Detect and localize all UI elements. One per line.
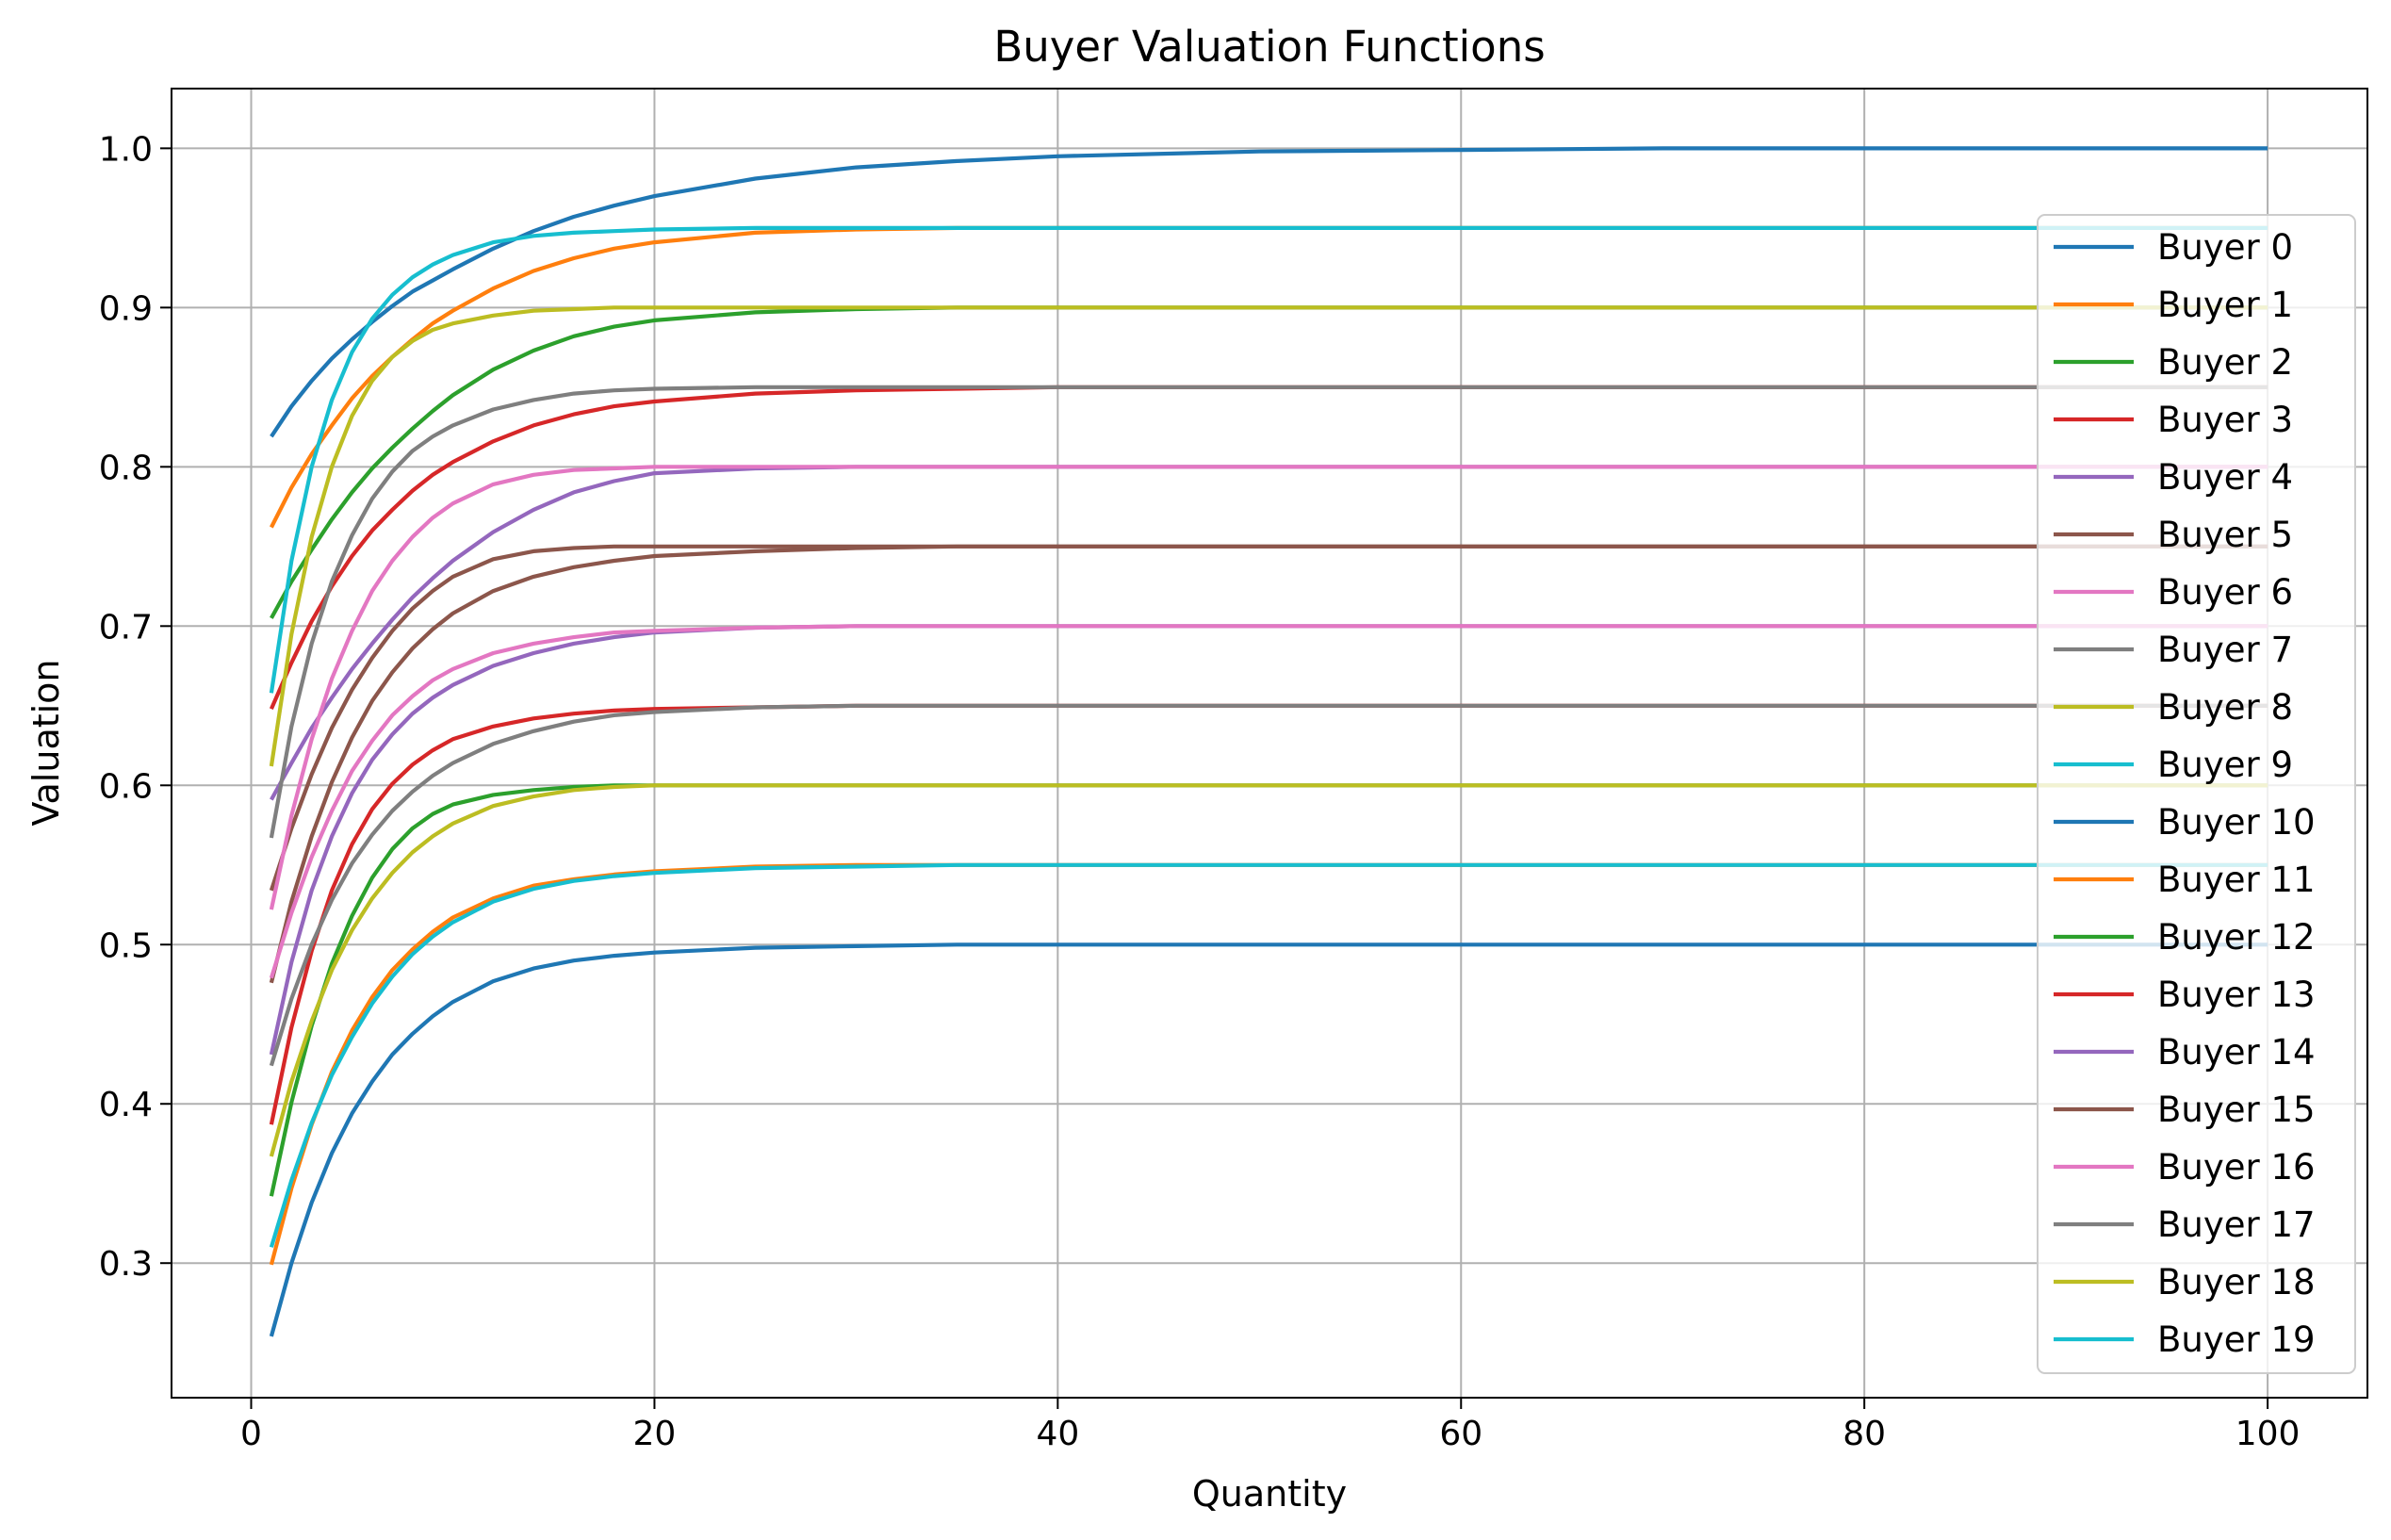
y-tick-label: 0.3 bbox=[99, 1245, 153, 1284]
series-line-buyer-8 bbox=[269, 305, 2268, 767]
series-lines bbox=[269, 146, 2268, 1337]
x-tick-label: 20 bbox=[633, 1415, 677, 1453]
legend-label-buyer-7: Buyer 7 bbox=[2157, 630, 2293, 670]
series-line-buyer-0 bbox=[270, 146, 2268, 438]
y-axis-label: Valuation bbox=[25, 659, 67, 826]
series-line-buyer-18 bbox=[269, 783, 2268, 1157]
legend-label-buyer-17: Buyer 17 bbox=[2157, 1204, 2316, 1245]
legend-label-buyer-12: Buyer 12 bbox=[2157, 917, 2316, 958]
legend-label-buyer-13: Buyer 13 bbox=[2157, 975, 2316, 1015]
y-tick-label: 0.6 bbox=[99, 767, 153, 806]
series-line-buyer-16 bbox=[269, 624, 2268, 979]
legend: Buyer 0 Buyer 1 Buyer 2 Buyer 3 Buyer 4 Buyer… bbox=[2037, 214, 2356, 1374]
legend-label-buyer-14: Buyer 14 bbox=[2157, 1032, 2316, 1073]
x-tick-label: 0 bbox=[240, 1415, 262, 1453]
y-tick-label: 0.8 bbox=[99, 449, 153, 487]
legend-label-buyer-10: Buyer 10 bbox=[2157, 802, 2316, 843]
x-tick-label: 100 bbox=[2235, 1415, 2301, 1453]
y-tick-label: 0.4 bbox=[99, 1086, 153, 1124]
legend-label-buyer-4: Buyer 4 bbox=[2157, 457, 2293, 498]
y-tick-label: 1.0 bbox=[99, 130, 153, 169]
legend-label-buyer-16: Buyer 16 bbox=[2157, 1147, 2316, 1188]
legend-label-buyer-9: Buyer 9 bbox=[2157, 745, 2293, 785]
series-line-buyer-7 bbox=[269, 385, 2268, 839]
series-line-buyer-6 bbox=[269, 465, 2268, 910]
series-line-buyer-9 bbox=[269, 225, 2268, 694]
legend-label-buyer-3: Buyer 3 bbox=[2157, 400, 2293, 440]
series-line-buyer-10 bbox=[269, 942, 2268, 1337]
legend-label-buyer-15: Buyer 15 bbox=[2157, 1089, 2316, 1130]
x-axis-label: Quantity bbox=[1192, 1473, 1347, 1515]
plot-frame bbox=[171, 88, 2368, 1399]
y-tick-label: 0.5 bbox=[99, 926, 153, 965]
legend-label-buyer-6: Buyer 6 bbox=[2157, 572, 2293, 613]
series-line-buyer-19 bbox=[269, 862, 2268, 1248]
chart-title: Buyer Valuation Functions bbox=[993, 22, 1545, 72]
legend-label-buyer-0: Buyer 0 bbox=[2157, 227, 2293, 268]
legend-label-buyer-18: Buyer 18 bbox=[2157, 1262, 2316, 1302]
legend-label-buyer-1: Buyer 1 bbox=[2157, 285, 2293, 325]
legend-label-buyer-5: Buyer 5 bbox=[2157, 515, 2293, 555]
x-axis: 0 20 40 60 80 100 bbox=[240, 1398, 2300, 1453]
x-tick-label: 60 bbox=[1439, 1415, 1482, 1453]
x-tick-label: 40 bbox=[1036, 1415, 1079, 1453]
y-axis: 0.3 0.4 0.5 0.6 0.7 0.8 0.9 1.0 bbox=[99, 130, 172, 1284]
series-line-buyer-15 bbox=[269, 544, 2268, 984]
legend-label-buyer-11: Buyer 11 bbox=[2157, 860, 2316, 900]
legend-box bbox=[2037, 214, 2356, 1374]
legend-label-buyer-19: Buyer 19 bbox=[2157, 1319, 2316, 1360]
y-tick-label: 0.7 bbox=[99, 608, 153, 647]
legend-label-buyer-2: Buyer 2 bbox=[2157, 342, 2293, 383]
y-tick-label: 0.9 bbox=[99, 289, 153, 328]
series-line-buyer-17 bbox=[269, 703, 2268, 1067]
x-tick-label: 80 bbox=[1842, 1415, 1886, 1453]
legend-label-buyer-8: Buyer 8 bbox=[2157, 687, 2293, 728]
